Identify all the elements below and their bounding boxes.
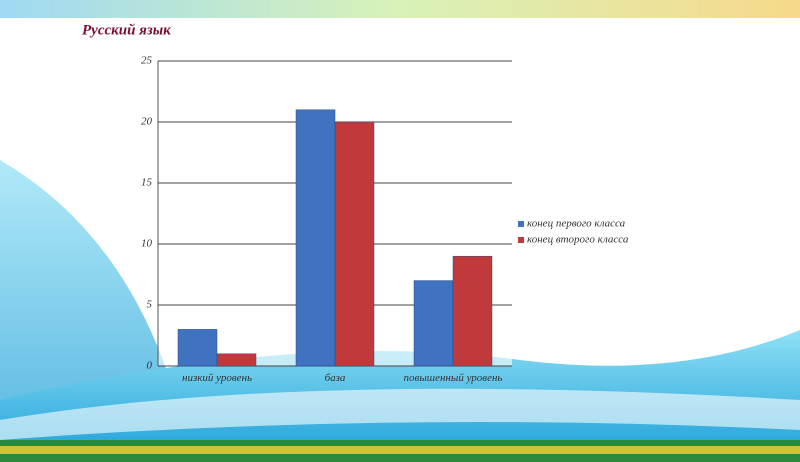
x-tick-label: повышенный уровень: [403, 372, 503, 384]
ornament: [0, 446, 800, 454]
y-tick-label: 25: [141, 55, 153, 67]
bar: [452, 255, 493, 367]
wave: [0, 388, 800, 440]
y-tick-label: 10: [141, 238, 153, 250]
y-tick-label: 15: [141, 177, 153, 189]
bar: [295, 109, 336, 367]
wave: [0, 160, 170, 420]
legend-label: конец первого класса: [527, 218, 626, 230]
bar: [216, 353, 257, 367]
legend-swatch: [518, 237, 524, 243]
chart-title: Русский язык: [82, 22, 171, 38]
bar: [413, 280, 454, 367]
y-tick-label: 5: [147, 299, 153, 311]
x-tick-label: низкий уровень: [181, 372, 252, 384]
x-tick-label: база: [324, 372, 346, 384]
y-tick-label: 0: [147, 360, 153, 372]
bar: [334, 121, 375, 367]
legend-label: конец второго класса: [527, 234, 629, 246]
y-tick-label: 20: [141, 116, 153, 128]
bar: [177, 329, 218, 367]
legend-swatch: [518, 221, 524, 227]
top-band: [0, 0, 800, 18]
